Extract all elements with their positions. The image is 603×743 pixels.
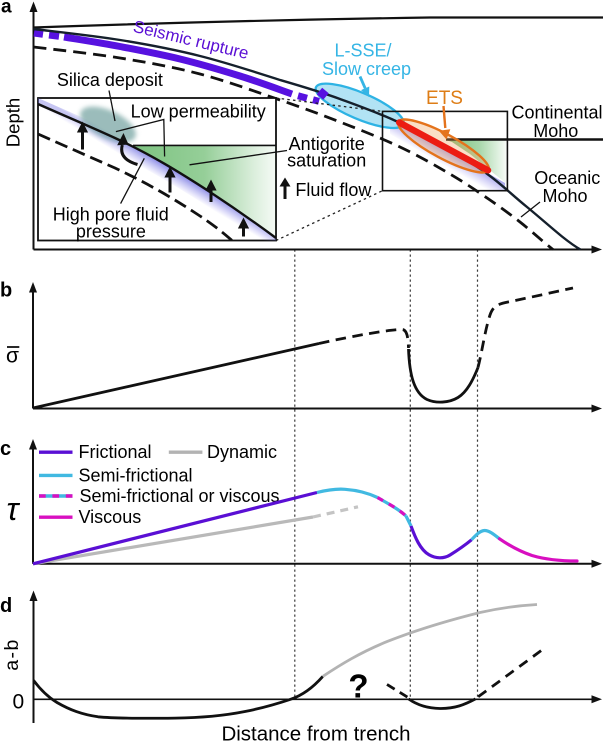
svg-text:Dynamic: Dynamic [207,442,277,462]
svg-text:0: 0 [13,691,25,714]
svg-text:Frictional: Frictional [79,442,152,462]
svg-text:Distance from trench: Distance from trench [221,723,410,743]
svg-text:Semi-frictional or viscous: Semi-frictional or viscous [80,486,280,506]
svg-text:Viscous: Viscous [79,507,142,527]
svg-text:Antigorite: Antigorite [289,134,365,154]
svg-text:Depth: Depth [2,98,23,147]
svg-text:Continental: Continental [511,102,602,122]
svg-text:Low permeability: Low permeability [131,101,266,121]
svg-text:Slow creep: Slow creep [322,59,411,79]
svg-text:saturation: saturation [287,150,366,170]
svg-text:Fluid flow: Fluid flow [295,180,372,200]
svg-text:b: b [0,280,12,302]
svg-text:Semi-frictional: Semi-frictional [79,465,193,485]
svg-text:High pore fluid: High pore fluid [53,204,169,224]
svg-text:pressure: pressure [76,222,146,242]
svg-text:Moho: Moho [542,186,587,206]
svg-text:Oceanic: Oceanic [534,168,600,188]
svg-text:c: c [0,438,11,460]
svg-text:ETS: ETS [426,88,463,109]
svg-text:L-SSE/: L-SSE/ [334,41,391,61]
svg-text:Silica deposit: Silica deposit [57,70,163,90]
svg-text:σ: σ [6,345,19,368]
svg-text:Moho: Moho [533,121,578,141]
svg-text:d: d [0,595,12,617]
svg-text:?: ? [348,668,368,705]
svg-text:a-b: a-b [1,638,23,670]
svg-text:τ: τ [7,491,21,527]
svg-text:a: a [1,0,12,18]
